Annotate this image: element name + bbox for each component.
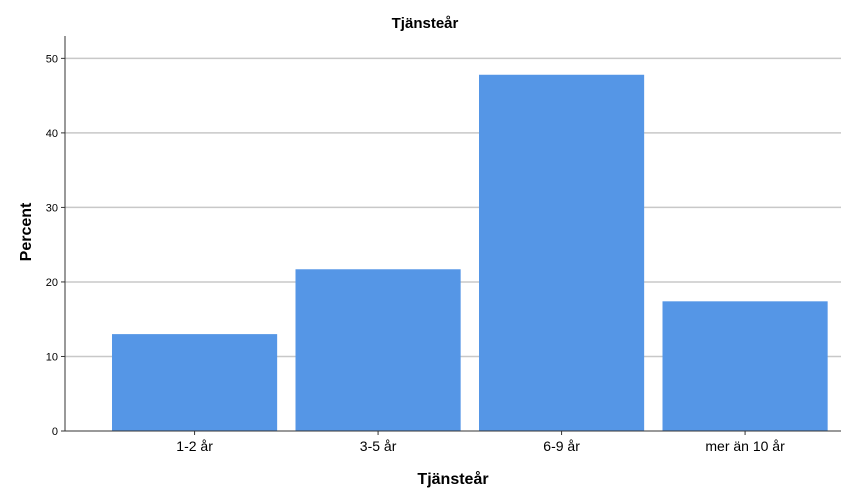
bar bbox=[662, 301, 828, 431]
x-category-label: 1-2 år bbox=[176, 438, 213, 454]
x-axis-title: Tjänsteår bbox=[417, 470, 488, 488]
x-category-label: 3-5 år bbox=[360, 438, 397, 454]
bar bbox=[112, 334, 278, 431]
y-tick-label: 0 bbox=[52, 426, 58, 438]
x-category-label: mer än 10 år bbox=[705, 438, 785, 454]
y-tick-label: 40 bbox=[46, 128, 58, 140]
y-tick-label: 50 bbox=[46, 53, 58, 65]
bars bbox=[112, 74, 828, 432]
y-tick-label: 30 bbox=[46, 202, 58, 214]
y-tick-labels: 0 10 20 30 40 50 bbox=[46, 53, 65, 438]
x-category-label: 6-9 år bbox=[543, 438, 580, 454]
bar bbox=[295, 269, 461, 431]
y-tick-label: 10 bbox=[46, 351, 58, 363]
y-tick-label: 20 bbox=[46, 277, 58, 289]
bar bbox=[479, 74, 645, 432]
y-axis-title: Percent bbox=[18, 202, 35, 261]
chart-title: Tjänsteår bbox=[392, 15, 459, 32]
x-category-labels: 1-2 år 3-5 år 6-9 år mer än 10 år bbox=[176, 431, 785, 454]
